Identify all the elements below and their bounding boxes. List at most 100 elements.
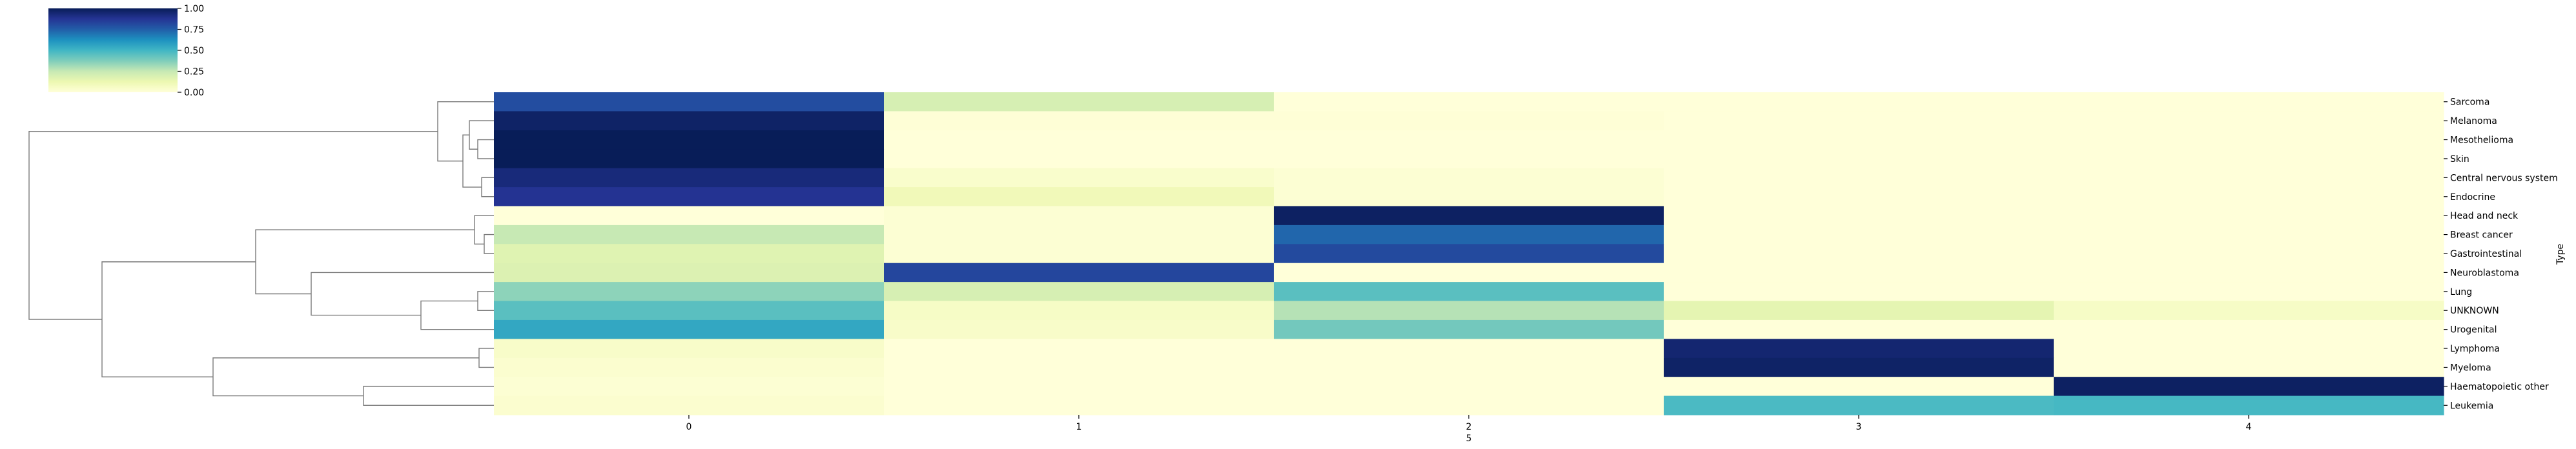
heatmap-cell [494, 187, 884, 207]
heatmap-cell [1664, 395, 2054, 415]
row-dendrogram [28, 101, 494, 406]
heatmap-cell [1664, 377, 2054, 397]
dendrogram-link [101, 261, 256, 377]
row-label: Breast cancer [2450, 230, 2513, 241]
heatmap-cell [2054, 357, 2444, 377]
heatmap-cell [1664, 339, 2054, 359]
heatmap-cell [884, 224, 1274, 244]
heatmap-cell [494, 149, 884, 169]
row-label: Lung [2450, 287, 2472, 297]
heatmap-cell [494, 92, 884, 112]
row-label: Sarcoma [2450, 97, 2489, 108]
colorbar: 0.00 0.25 0.50 0.75 1.00 [48, 4, 204, 98]
heatmap-cell [494, 319, 884, 339]
dendrogram-link [477, 139, 494, 159]
row-label: Urogenital [2450, 325, 2497, 335]
heatmap-cell [1274, 206, 1664, 226]
heatmap-cell [2054, 130, 2444, 150]
heatmap-cell [1664, 187, 2054, 207]
heatmap-cell [884, 395, 1274, 415]
heatmap-cell [2054, 339, 2444, 359]
heatmap-cell [1274, 339, 1664, 359]
heatmap-cell [494, 111, 884, 131]
heatmap-cell [884, 301, 1274, 321]
row-label: Head and neck [2450, 211, 2519, 221]
dendrogram-link [28, 130, 438, 320]
heatmap-cell [494, 168, 884, 188]
column-label: 0 [686, 422, 692, 432]
heatmap-cell [884, 244, 1274, 264]
heatmap-cell [1274, 301, 1664, 321]
heatmap-cell [2054, 244, 2444, 264]
heatmap-cell [2054, 319, 2444, 339]
heatmap-cell [1664, 263, 2054, 283]
heatmap-cell [2054, 224, 2444, 244]
heatmap-cell [2054, 377, 2444, 397]
row-label: Lymphoma [2450, 344, 2500, 354]
heatmap-cell [1664, 301, 2054, 321]
heatmap-cell [1274, 92, 1664, 112]
heatmap-cell [884, 168, 1274, 188]
heatmap-cell [884, 149, 1274, 169]
heatmap-cell [884, 111, 1274, 131]
heatmap-cell [884, 339, 1274, 359]
row-label: Haematopoietic other [2450, 382, 2549, 392]
column-label: 4 [2246, 422, 2252, 432]
dendrogram-link [212, 357, 479, 397]
dendrogram-link [420, 300, 494, 330]
heatmap-cells [494, 92, 2444, 415]
heatmap-cell [1664, 206, 2054, 226]
row-label: Leukemia [2450, 401, 2493, 411]
column-label: 2 [1466, 422, 1472, 432]
heatmap-cell [1664, 244, 2054, 264]
row-label: Skin [2450, 154, 2469, 165]
heatmap-cell [494, 357, 884, 377]
heatmap-cell [1274, 395, 1664, 415]
heatmap-cell [2054, 111, 2444, 131]
colorbar-tick-label: 0.75 [184, 25, 204, 35]
heatmap-cell [2054, 263, 2444, 283]
dendrogram-link [484, 234, 494, 254]
heatmap-cell [2054, 92, 2444, 112]
heatmap-cell [1274, 319, 1664, 339]
row-label: Endocrine [2450, 192, 2495, 203]
row-labels: Sarcoma Melanoma Mesothelioma Skin Central n… [2444, 97, 2558, 411]
heatmap-cell [494, 224, 884, 244]
heatmap-cell [2054, 206, 2444, 226]
heatmap-cell [1664, 282, 2054, 302]
dendrogram-link [481, 177, 494, 197]
x-axis-label: 5 [1466, 434, 1472, 444]
column-labels: 0 1 2 3 4 [686, 415, 2252, 432]
row-label: Neuroblastoma [2450, 268, 2519, 278]
heatmap-cell [2054, 301, 2444, 321]
heatmap-cell [1664, 357, 2054, 377]
colorbar-tick-label: 1.00 [184, 4, 204, 14]
heatmap-cell [494, 301, 884, 321]
heatmap-cell [2054, 282, 2444, 302]
heatmap-cell [1274, 377, 1664, 397]
heatmap-cell [1274, 357, 1664, 377]
colorbar-tick-label: 0.25 [184, 67, 204, 77]
row-label: Mesothelioma [2450, 135, 2513, 146]
heatmap-cell [494, 130, 884, 150]
heatmap-cell [1274, 244, 1664, 264]
heatmap-cell [1664, 319, 2054, 339]
heatmap-cell [1664, 224, 2054, 244]
dendrogram-link [462, 134, 482, 188]
heatmap-cell [494, 395, 884, 415]
heatmap-cell [1274, 187, 1664, 207]
heatmap-cell [2054, 149, 2444, 169]
column-label: 3 [1856, 422, 1862, 432]
colorbar-tick-label: 0.00 [184, 88, 204, 98]
dendrogram-link [255, 229, 475, 295]
heatmap-cell [884, 206, 1274, 226]
dendrogram-link [311, 272, 494, 316]
heatmap-cell [1274, 168, 1664, 188]
dendrogram-link [437, 101, 494, 162]
heatmap-cell [1274, 111, 1664, 131]
heatmap-cell [1274, 282, 1664, 302]
heatmap-cell [494, 339, 884, 359]
colorbar-ticks: 0.00 0.25 0.50 0.75 1.00 [178, 4, 204, 98]
y-axis-label: Type [2555, 244, 2566, 265]
